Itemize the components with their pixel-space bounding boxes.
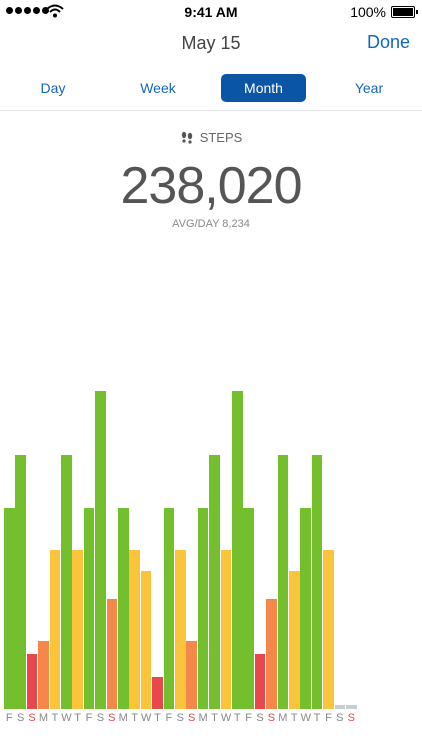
- day-label-15: S: [176, 712, 184, 724]
- day-label-17: M: [198, 712, 208, 724]
- day-label-7: F: [85, 712, 93, 724]
- bar-21[interactable]: [243, 507, 254, 709]
- tab-year[interactable]: Year: [354, 80, 384, 96]
- day-label-1: S: [16, 712, 25, 724]
- footprints-icon: [181, 131, 192, 144]
- day-label-5: W: [61, 712, 72, 724]
- bar-5[interactable]: [61, 454, 72, 709]
- day-label-9: S: [108, 712, 116, 724]
- bar-15[interactable]: [175, 550, 186, 709]
- bar-25[interactable]: [289, 571, 300, 709]
- day-label-27: T: [313, 712, 321, 724]
- bar-7[interactable]: [83, 507, 95, 709]
- day-label-12: W: [141, 712, 152, 724]
- signal-dots-icon: [6, 7, 49, 14]
- page-title: May 15: [181, 33, 241, 53]
- battery-percent: 100%: [350, 4, 386, 20]
- day-label-8: S: [96, 712, 105, 724]
- day-label-19: W: [220, 712, 232, 724]
- tab-day[interactable]: Day: [40, 80, 66, 96]
- day-label-6: T: [74, 712, 81, 724]
- bar-13[interactable]: [152, 677, 163, 709]
- bar-2[interactable]: [26, 653, 38, 709]
- day-label-18: T: [211, 712, 218, 724]
- bar-27[interactable]: [311, 454, 323, 709]
- day-label-16: S: [187, 712, 196, 724]
- day-label-23: S: [267, 712, 276, 724]
- status-bar: 9:41 AM 100%: [0, 0, 422, 24]
- bar-28[interactable]: [323, 550, 334, 709]
- day-label-14: F: [165, 712, 173, 724]
- status-time: 9:41 AM: [184, 4, 238, 20]
- bar-12[interactable]: [140, 571, 152, 709]
- done-button[interactable]: Done: [366, 32, 410, 52]
- bar-22[interactable]: [254, 653, 266, 709]
- bar-30[interactable]: [346, 704, 357, 709]
- day-label-11: T: [131, 712, 138, 724]
- bar-11[interactable]: [129, 550, 140, 709]
- bar-6[interactable]: [72, 550, 83, 709]
- steps-total: 238,020: [120, 157, 303, 215]
- day-label-13: T: [154, 712, 161, 724]
- bar-17[interactable]: [197, 507, 209, 709]
- day-label-3: M: [38, 712, 49, 724]
- bar-24[interactable]: [277, 454, 289, 709]
- bar-29[interactable]: [334, 704, 346, 709]
- avg-label: AVG/DAY: [172, 218, 220, 230]
- day-label-2: S: [28, 712, 36, 724]
- day-label-0: F: [5, 712, 13, 724]
- bar-0[interactable]: [4, 507, 15, 709]
- day-label-26: W: [300, 712, 312, 724]
- bar-26[interactable]: [300, 507, 311, 709]
- day-label-28: F: [325, 712, 332, 724]
- divider: [0, 110, 422, 111]
- bar-8[interactable]: [95, 391, 106, 709]
- day-label-20: T: [233, 712, 241, 724]
- metric-label: STEPS: [199, 130, 243, 145]
- bar-4[interactable]: [49, 550, 61, 709]
- period-segmented-control: Day Week Month Year: [8, 74, 414, 102]
- tab-month[interactable]: Month: [221, 74, 306, 102]
- bar-18[interactable]: [209, 454, 220, 709]
- bar-3[interactable]: [38, 641, 49, 709]
- bar-19[interactable]: [220, 550, 232, 709]
- day-label-4: T: [51, 712, 59, 724]
- day-label-30: S: [347, 712, 355, 724]
- day-label-24: M: [278, 712, 288, 724]
- day-label-21: F: [245, 712, 252, 724]
- bar-10[interactable]: [118, 507, 129, 709]
- day-label-25: T: [290, 712, 298, 724]
- avg-value: 8,234: [222, 218, 250, 230]
- day-label-22: S: [256, 712, 264, 724]
- bar-16[interactable]: [186, 641, 197, 709]
- wifi-icon: [46, 4, 64, 18]
- steps-header: STEPS: [0, 130, 422, 145]
- bar-9[interactable]: [106, 598, 118, 709]
- bar-20[interactable]: [232, 391, 243, 709]
- bar-14[interactable]: [163, 507, 175, 709]
- average-per-day: AVG/DAY 8,234: [0, 218, 422, 230]
- tab-week[interactable]: Week: [140, 80, 176, 96]
- day-label-10: M: [118, 712, 128, 724]
- bar-1[interactable]: [15, 454, 26, 709]
- day-label-29: S: [336, 712, 344, 724]
- bar-23[interactable]: [266, 598, 277, 709]
- battery-icon: [391, 6, 418, 18]
